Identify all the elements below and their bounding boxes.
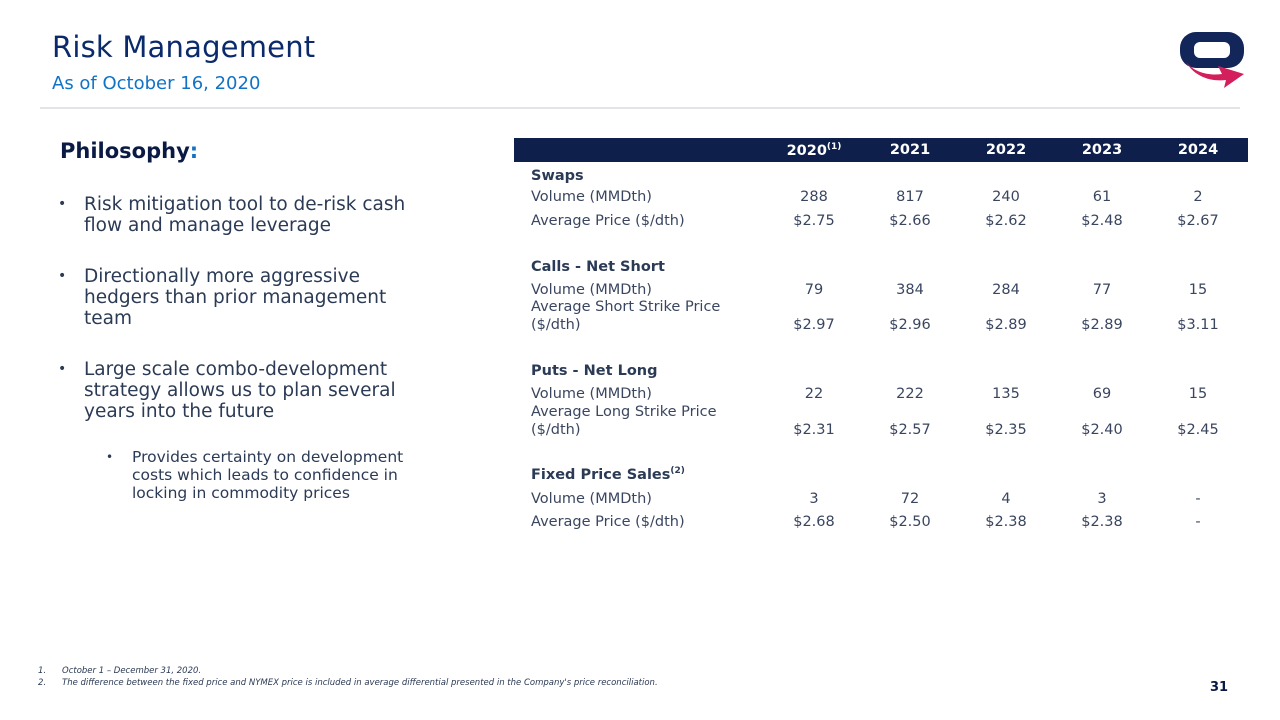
table-cell: 77 xyxy=(1092,282,1112,298)
table-cell: $2.50 xyxy=(889,514,931,530)
row-label: Average Short Strike Price xyxy=(531,299,721,315)
table-cell: $2.38 xyxy=(1081,514,1123,530)
table-cell: $3.11 xyxy=(1177,317,1219,333)
table-cell: $2.97 xyxy=(793,317,835,333)
footnote-text: The difference between the fixed price a… xyxy=(62,678,658,688)
table-cell: 384 xyxy=(896,282,924,298)
section-title: Swaps xyxy=(531,168,584,184)
row-label: Average Long Strike Price xyxy=(531,404,717,420)
page-title: Risk Management xyxy=(52,30,316,64)
table-cell: 222 xyxy=(896,386,924,402)
table-header-row: 2020(1) 2021 2022 2023 2024 xyxy=(514,138,1248,162)
bullet-text: Large scale combo-development strategy a… xyxy=(84,359,396,422)
section-title: Puts - Net Long xyxy=(531,363,657,379)
page-subtitle: As of October 16, 2020 xyxy=(52,73,261,94)
section-title-text: Fixed Price Sales xyxy=(531,467,671,483)
table-cell: $2.45 xyxy=(1177,422,1219,438)
table-cell: $2.66 xyxy=(889,213,931,229)
year-header: 2022 xyxy=(985,142,1027,158)
year-header: 2021 xyxy=(889,142,931,158)
philosophy-sub-bullet: • Provides certainty on development costs… xyxy=(58,448,438,502)
footnote-text: October 1 – December 31, 2020. xyxy=(62,666,202,676)
table-cell: $2.48 xyxy=(1081,213,1123,229)
table-cell: - xyxy=(1195,514,1201,530)
table-cell: 61 xyxy=(1092,189,1112,205)
footnote-marker: (1) xyxy=(826,142,842,152)
bullet-dot-icon: • xyxy=(58,361,67,377)
footnote: 2. The difference between the fixed price… xyxy=(38,678,658,688)
row-label: ($/dth) xyxy=(531,422,581,438)
table-cell: $2.62 xyxy=(985,213,1027,229)
year-header: 2020(1) xyxy=(766,142,862,159)
table-cell: 4 xyxy=(1001,491,1011,507)
philosophy-bullet-list: • Risk mitigation tool to de-risk cash fl… xyxy=(58,194,438,532)
table-cell: $2.89 xyxy=(985,317,1027,333)
philosophy-heading-text: Philosophy xyxy=(60,139,190,163)
table-cell: $2.89 xyxy=(1081,317,1123,333)
table-cell: 288 xyxy=(800,189,828,205)
row-label: Average Price ($/dth) xyxy=(531,213,685,229)
table-cell: $2.40 xyxy=(1081,422,1123,438)
footnote: 1. October 1 – December 31, 2020. xyxy=(38,666,201,676)
table-cell: 135 xyxy=(992,386,1020,402)
table-cell: $2.38 xyxy=(985,514,1027,530)
table-cell: 79 xyxy=(804,282,824,298)
bullet-dot-icon: • xyxy=(58,268,67,284)
row-label: Volume (MMDth) xyxy=(531,491,652,507)
table-cell: 15 xyxy=(1188,386,1208,402)
bullet-text: Directionally more aggressive hedgers th… xyxy=(84,266,387,329)
section-title: Calls - Net Short xyxy=(531,259,665,275)
table-cell: $2.57 xyxy=(889,422,931,438)
page-number: 31 xyxy=(1210,680,1229,695)
table-cell: 22 xyxy=(804,386,824,402)
philosophy-heading: Philosophy: xyxy=(60,139,198,163)
philosophy-bullet: • Risk mitigation tool to de-risk cash fl… xyxy=(58,194,438,236)
table-cell: $2.31 xyxy=(793,422,835,438)
table-cell: $2.68 xyxy=(793,514,835,530)
table-cell: 284 xyxy=(992,282,1020,298)
bullet-dot-icon: • xyxy=(58,196,67,212)
table-cell: 817 xyxy=(896,189,924,205)
header-divider xyxy=(40,107,1240,109)
footnote-number: 2. xyxy=(38,678,47,688)
hedge-table: 2020(1) 2021 2022 2023 2024 Swaps Volume… xyxy=(514,138,1248,530)
footnote-number: 1. xyxy=(38,666,47,676)
section-title-text: Swaps xyxy=(531,168,584,184)
sub-bullet-text: Provides certainty on development costs … xyxy=(132,448,404,502)
table-cell: $2.67 xyxy=(1177,213,1219,229)
row-label: Volume (MMDth) xyxy=(531,386,652,402)
year-header: 2023 xyxy=(1081,142,1123,158)
table-cell: 3 xyxy=(809,491,819,507)
philosophy-bullet: • Directionally more aggressive hedgers t… xyxy=(58,266,438,329)
section-title: Fixed Price Sales(2) xyxy=(531,466,685,483)
table-cell: 69 xyxy=(1092,386,1112,402)
table-cell: 15 xyxy=(1188,282,1208,298)
table-cell: $2.35 xyxy=(985,422,1027,438)
table-cell: 72 xyxy=(900,491,920,507)
year-header: 2024 xyxy=(1177,142,1219,158)
bullet-text: Risk mitigation tool to de-risk cash flo… xyxy=(84,194,406,236)
bullet-dot-icon: • xyxy=(106,450,114,464)
company-logo-icon xyxy=(1180,32,1244,88)
philosophy-bullet: • Large scale combo-development strategy … xyxy=(58,359,438,422)
row-label: ($/dth) xyxy=(531,317,581,333)
row-label: Volume (MMDth) xyxy=(531,282,652,298)
row-label: Average Price ($/dth) xyxy=(531,514,685,530)
philosophy-heading-colon: : xyxy=(189,139,199,163)
table-cell: $2.96 xyxy=(889,317,931,333)
table-cell: 240 xyxy=(992,189,1020,205)
table-cell: $2.75 xyxy=(793,213,835,229)
section-title-text: Puts - Net Long xyxy=(531,363,658,379)
footnote-marker: (2) xyxy=(670,466,685,476)
table-cell: - xyxy=(1195,491,1201,507)
year-label: 2020 xyxy=(786,143,827,159)
row-label: Volume (MMDth) xyxy=(531,189,652,205)
section-title-text: Calls - Net Short xyxy=(531,259,665,275)
table-cell: 3 xyxy=(1097,491,1107,507)
table-cell: 2 xyxy=(1193,189,1203,205)
